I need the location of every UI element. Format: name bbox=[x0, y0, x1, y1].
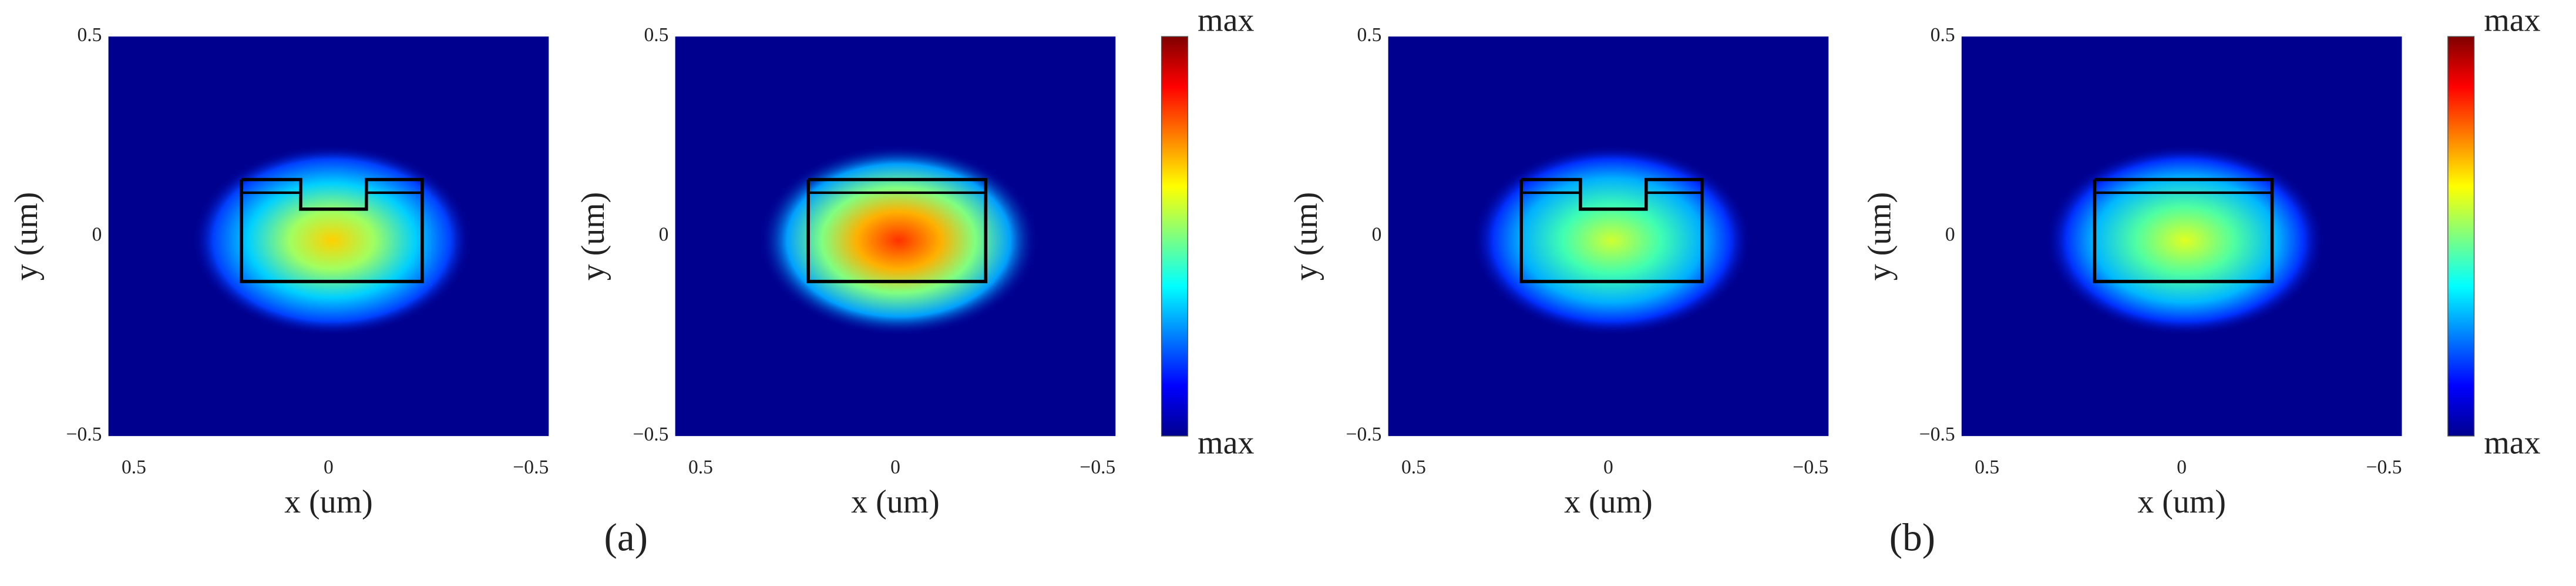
x-axis-label: x (um) bbox=[2137, 484, 2226, 520]
colorbar bbox=[2447, 36, 2475, 437]
colorbar-label: max bbox=[2484, 424, 2540, 461]
x-tick-label: 0 bbox=[890, 457, 900, 478]
y-tick-label: 0 bbox=[1945, 224, 1955, 246]
y-tick-label: 0 bbox=[92, 224, 102, 246]
waveguide-outline bbox=[806, 178, 988, 283]
y-axis-label: y (um) bbox=[8, 192, 45, 281]
field bbox=[2045, 145, 2325, 336]
x-tick-label: −0.5 bbox=[1080, 457, 1115, 478]
panel-label: (b) bbox=[1889, 515, 1935, 559]
y-tick-label: 0.5 bbox=[644, 24, 669, 46]
x-tick-label: −0.5 bbox=[513, 457, 549, 478]
colorbar bbox=[1161, 36, 1189, 437]
y-tick-label: 0 bbox=[659, 224, 669, 246]
waveguide-outline bbox=[2093, 178, 2274, 283]
waveguide-outline bbox=[1519, 178, 1704, 283]
field bbox=[1472, 145, 1751, 336]
x-tick-label: 0.5 bbox=[1401, 457, 1426, 478]
x-axis-label: x (um) bbox=[1564, 484, 1653, 520]
x-axis-label: x (um) bbox=[284, 484, 373, 520]
waveguide-outline bbox=[240, 178, 424, 283]
y-tick-label: −0.5 bbox=[633, 424, 669, 446]
y-tick-label: 0.5 bbox=[1931, 24, 1955, 46]
y-tick-label: 0.5 bbox=[77, 24, 102, 46]
y-axis-label: y (um) bbox=[575, 192, 611, 281]
x-tick-label: 0.5 bbox=[688, 457, 713, 478]
y-tick-label: 0 bbox=[1372, 224, 1382, 246]
x-tick-label: 0.5 bbox=[122, 457, 146, 478]
colorbar-label: max bbox=[2484, 2, 2540, 39]
colorbar-label: max bbox=[1198, 2, 1254, 39]
x-tick-label: 0 bbox=[2177, 457, 2187, 478]
y-tick-label: −0.5 bbox=[1346, 424, 1382, 446]
y-tick-label: 0.5 bbox=[1357, 24, 1382, 46]
x-tick-label: −0.5 bbox=[1793, 457, 1828, 478]
colorbar-label: max bbox=[1198, 424, 1254, 461]
x-tick-label: 0 bbox=[324, 457, 334, 478]
x-tick-label: 0 bbox=[1603, 457, 1613, 478]
y-tick-label: −0.5 bbox=[1919, 424, 1955, 446]
field bbox=[759, 145, 1038, 336]
x-tick-label: −0.5 bbox=[2366, 457, 2402, 478]
y-axis-label: y (um) bbox=[1861, 192, 1898, 281]
y-axis-label: y (um) bbox=[1288, 192, 1324, 281]
field bbox=[192, 145, 472, 336]
panel-label: (a) bbox=[604, 515, 648, 559]
x-tick-label: 0.5 bbox=[1975, 457, 1999, 478]
y-tick-label: −0.5 bbox=[66, 424, 102, 446]
x-axis-label: x (um) bbox=[851, 484, 940, 520]
